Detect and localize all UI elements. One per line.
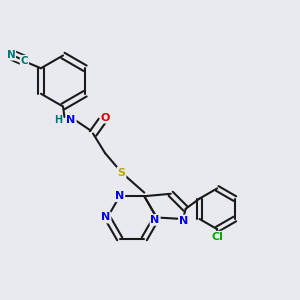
Text: N: N — [67, 115, 76, 125]
Text: N: N — [115, 191, 124, 201]
Text: C: C — [21, 56, 28, 66]
Text: O: O — [100, 112, 110, 123]
Text: S: S — [118, 167, 125, 178]
Text: H: H — [54, 115, 62, 125]
Text: N: N — [7, 50, 15, 60]
Text: N: N — [179, 215, 188, 226]
Text: N: N — [101, 212, 110, 223]
Text: Cl: Cl — [211, 232, 223, 242]
Text: N: N — [151, 215, 160, 225]
